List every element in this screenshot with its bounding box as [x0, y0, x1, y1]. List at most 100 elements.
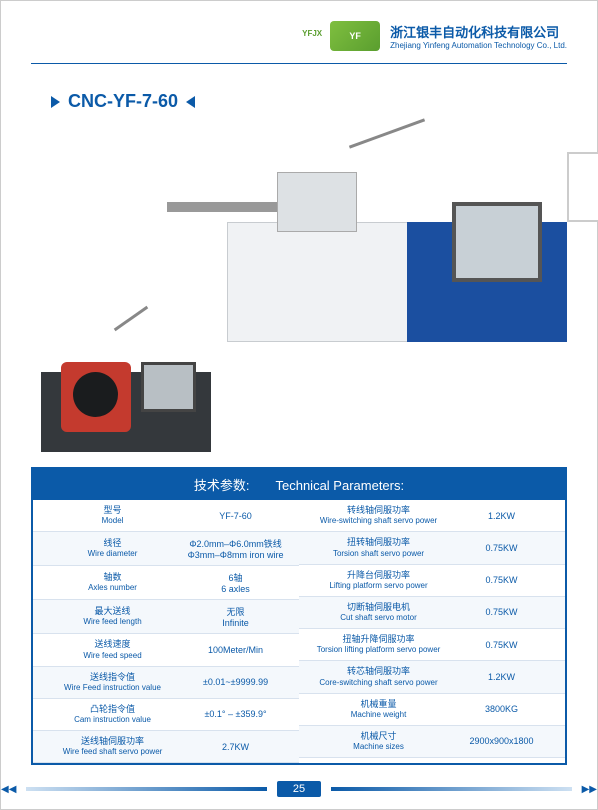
param-label: 轴数Axles number [43, 572, 182, 593]
param-value: ±0.01~±9999.99 [182, 677, 289, 687]
param-label-en: Axles number [43, 583, 182, 593]
company-name-cn: 浙江银丰自动化科技有限公司 [390, 22, 567, 41]
param-label-cn: 最大送线 [43, 606, 182, 617]
param-label-en: Wire diameter [43, 549, 182, 559]
footer-line-right [331, 787, 571, 791]
machine-photo-small [41, 312, 211, 452]
table-row: 转芯轴伺服功率Core-switching shaft servo power1… [299, 661, 565, 693]
param-label-cn: 扭轴升降伺服功率 [309, 634, 448, 645]
param-value: 6轴6 axles [182, 571, 289, 594]
param-label-cn: 切断轴伺服电机 [309, 602, 448, 613]
param-value: 1.2KW [448, 672, 555, 682]
param-value: 无限Infinite [182, 605, 289, 628]
table-row: 扭转轴伺服功率Torsion shaft servo power0.75KW [299, 532, 565, 564]
param-value: 0.75KW [448, 575, 555, 585]
param-label: 送线速度Wire feed speed [43, 639, 182, 660]
param-label-en: Model [43, 516, 182, 526]
parameters-header: 技术参数: Technical Parameters: [33, 469, 565, 500]
parameters-col-left: 型号ModelYF-7-60线径Wire diameterΦ2.0mm–Φ6.0… [33, 500, 299, 763]
header-divider [31, 63, 567, 64]
param-label-cn: 送线速度 [43, 639, 182, 650]
parameters-col-right: 转线轴伺服功率Wire-switching shaft servo power1… [299, 500, 565, 763]
page-header: YF 浙江银丰自动化科技有限公司 Zhejiang Yinfeng Automa… [1, 1, 597, 61]
param-label: 最大送线Wire feed length [43, 606, 182, 627]
param-label-en: Torsion lifting platform servo power [309, 645, 448, 655]
param-value: 0.75KW [448, 640, 555, 650]
param-label: 转芯轴伺服功率Core-switching shaft servo power [309, 666, 448, 687]
param-label-en: Cam instruction value [43, 715, 182, 725]
param-value: 3800KG [448, 704, 555, 714]
param-value: 1.2KW [448, 511, 555, 521]
param-label-cn: 型号 [43, 505, 182, 516]
machine-photo-main [167, 122, 567, 342]
footer-arrow-right-icon: ▶▶ [582, 784, 597, 795]
param-value: ±0.1° – ±359.9° [182, 709, 289, 719]
param-label-en: Machine sizes [309, 742, 448, 752]
param-label: 扭轴升降伺服功率Torsion lifting platform servo p… [309, 634, 448, 655]
page-number: 25 [277, 781, 321, 797]
table-row: 转线轴伺服功率Wire-switching shaft servo power1… [299, 500, 565, 532]
table-row: 送线轴伺服功率Wire feed shaft servo power2.7KW [33, 731, 299, 763]
param-label: 机械尺寸Machine sizes [309, 731, 448, 752]
table-row: 型号ModelYF-7-60 [33, 500, 299, 532]
param-label: 切断轴伺服电机Cut shaft servo motor [309, 602, 448, 623]
param-label-cn: 送线指令值 [43, 672, 182, 683]
param-value: 2900x900x1800 [448, 736, 555, 746]
param-label-en: Wire feed length [43, 617, 182, 627]
param-value: 2.7KW [182, 742, 289, 752]
table-row: 送线指令值Wire Feed instruction value±0.01~±9… [33, 667, 299, 699]
param-label: 送线指令值Wire Feed instruction value [43, 672, 182, 693]
machine-head [277, 172, 357, 232]
param-label: 送线轴伺服功率Wire feed shaft servo power [43, 736, 182, 757]
table-row: 切断轴伺服电机Cut shaft servo motor0.75KW [299, 597, 565, 629]
param-label-en: Machine weight [309, 710, 448, 720]
table-row: 凸轮指令值Cam instruction value±0.1° – ±359.9… [33, 699, 299, 731]
triangle-left-icon [186, 96, 195, 108]
company-name-en: Zhejiang Yinfeng Automation Technology C… [390, 41, 567, 50]
footer-arrow-left-icon: ◀◀ [1, 784, 16, 795]
model-title-text: CNC-YF-7-60 [68, 91, 178, 112]
param-label-en: Cut shaft servo motor [309, 613, 448, 623]
company-name-block: 浙江银丰自动化科技有限公司 Zhejiang Yinfeng Automatio… [390, 22, 567, 50]
table-row: 送线速度Wire feed speed100Meter/Min [33, 634, 299, 666]
table-row: 最大送线Wire feed length无限Infinite [33, 600, 299, 634]
param-label-en: Torsion shaft servo power [309, 549, 448, 559]
param-label-en: Core-switching shaft servo power [309, 678, 448, 688]
table-row: 轴数Axles number6轴6 axles [33, 566, 299, 600]
param-value: Φ2.0mm–Φ6.0mm铁线Φ3mm–Φ8mm iron wire [182, 537, 289, 560]
param-label: 型号Model [43, 505, 182, 526]
product-photos [31, 122, 567, 452]
table-row: 扭轴升降伺服功率Torsion lifting platform servo p… [299, 629, 565, 661]
param-label-cn: 升降台伺服功率 [309, 570, 448, 581]
param-label: 升降台伺服功率Lifting platform servo power [309, 570, 448, 591]
small-machine-hole [73, 372, 118, 417]
model-title: CNC-YF-7-60 [51, 91, 597, 112]
param-label-cn: 线径 [43, 538, 182, 549]
param-label-en: Wire Feed instruction value [43, 683, 182, 693]
param-label-cn: 机械尺寸 [309, 731, 448, 742]
page-footer: ◀◀ 25 ▶▶ [1, 781, 597, 797]
triangle-right-icon [51, 96, 60, 108]
table-row: 机械重量Machine weight3800KG [299, 694, 565, 726]
table-row: 线径Wire diameterΦ2.0mm–Φ6.0mm铁线Φ3mm–Φ8mm … [33, 532, 299, 566]
param-label-cn: 转线轴伺服功率 [309, 505, 448, 516]
param-label-en: Wire feed shaft servo power [43, 747, 182, 757]
small-machine-screen [141, 362, 196, 412]
param-label: 线径Wire diameter [43, 538, 182, 559]
table-row: 升降台伺服功率Lifting platform servo power0.75K… [299, 565, 565, 597]
param-value: 0.75KW [448, 607, 555, 617]
machine-screen [452, 202, 542, 282]
param-label: 凸轮指令值Cam instruction value [43, 704, 182, 725]
param-label-en: Lifting platform servo power [309, 581, 448, 591]
param-label-en: Wire feed speed [43, 651, 182, 661]
table-row: 机械尺寸Machine sizes2900x900x1800 [299, 726, 565, 758]
param-label-cn: 凸轮指令值 [43, 704, 182, 715]
small-machine-arm [114, 306, 148, 331]
parameters-table: 技术参数: Technical Parameters: 型号ModelYF-7-… [31, 467, 567, 765]
param-label: 机械重量Machine weight [309, 699, 448, 720]
param-value: 0.75KW [448, 543, 555, 553]
param-label-cn: 送线轴伺服功率 [43, 736, 182, 747]
param-value: YF-7-60 [182, 511, 289, 521]
machine-side-window [567, 152, 598, 222]
param-label: 扭转轴伺服功率Torsion shaft servo power [309, 537, 448, 558]
